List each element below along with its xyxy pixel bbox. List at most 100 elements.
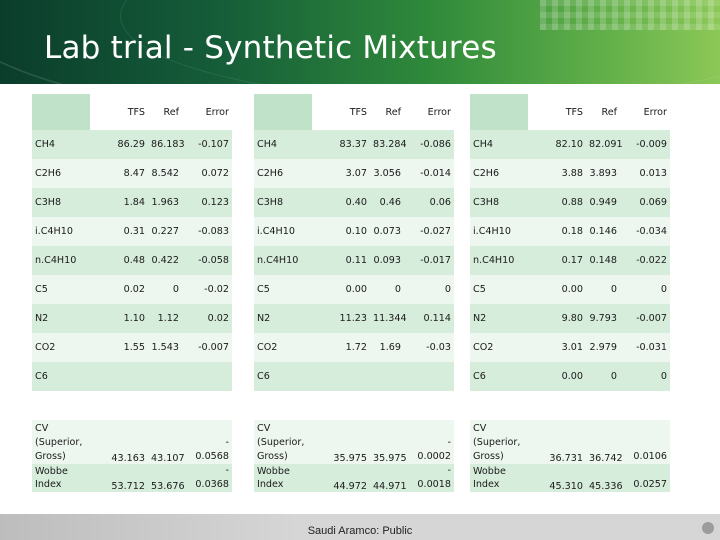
cv-row-tfs: 35.975 bbox=[312, 420, 370, 464]
ref-value bbox=[370, 362, 404, 391]
error-value: -0.034 bbox=[620, 217, 670, 246]
component-label: CH4 bbox=[32, 130, 90, 159]
ref-value: 11.344 bbox=[370, 304, 407, 333]
column-header-error: Error bbox=[404, 94, 454, 130]
cv-row-error: 0.0106 bbox=[620, 420, 670, 464]
component-label: C3H8 bbox=[32, 188, 90, 217]
table-row: C3H8 1.84 1.963 0.123 bbox=[32, 188, 232, 217]
ref-value: 1.543 bbox=[148, 333, 182, 362]
ref-value: 1.12 bbox=[148, 304, 182, 333]
error-value: 0.06 bbox=[404, 188, 454, 217]
ref-value: 1.69 bbox=[370, 333, 404, 362]
error-value: -0.086 bbox=[404, 130, 454, 159]
table-header-row: TFS Ref Error bbox=[32, 94, 232, 130]
tfs-value: 9.80 bbox=[528, 304, 586, 333]
table-row: n.C4H10 0.11 0.093 -0.017 bbox=[254, 246, 454, 275]
column-header-tfs: TFS bbox=[528, 94, 586, 130]
cv-row-ref: 43.107 bbox=[148, 420, 185, 464]
header-corner-cell bbox=[254, 94, 312, 130]
component-label: C5 bbox=[254, 275, 312, 304]
component-label: CO2 bbox=[254, 333, 312, 362]
title-banner: Lab trial - Synthetic Mixtures bbox=[0, 0, 720, 84]
tfs-value: 3.88 bbox=[528, 159, 586, 188]
wobbe-row-tfs: 53.712 bbox=[90, 464, 148, 492]
component-label: N2 bbox=[254, 304, 312, 333]
column-header-ref: Ref bbox=[586, 94, 620, 130]
column-header-ref: Ref bbox=[370, 94, 404, 130]
component-label: i.C4H10 bbox=[470, 217, 528, 246]
tfs-value: 0.18 bbox=[528, 217, 586, 246]
column-header-tfs: TFS bbox=[90, 94, 148, 130]
component-label: C2H6 bbox=[254, 159, 312, 188]
ref-value: 82.091 bbox=[586, 130, 623, 159]
component-label: N2 bbox=[470, 304, 528, 333]
tfs-value: 3.01 bbox=[528, 333, 586, 362]
component-label: N2 bbox=[32, 304, 90, 333]
component-label: C5 bbox=[32, 275, 90, 304]
error-value: 0 bbox=[620, 362, 670, 391]
error-value: 0.072 bbox=[182, 159, 232, 188]
tfs-value: 0.31 bbox=[90, 217, 148, 246]
error-value: 0.02 bbox=[182, 304, 232, 333]
wobbe-row-label: Wobbe Index bbox=[254, 464, 312, 492]
error-sign: - bbox=[225, 465, 229, 476]
table-row: CO2 1.72 1.69 -0.03 bbox=[254, 333, 454, 362]
cv-row-label: CV (Superior, Gross) bbox=[470, 420, 528, 464]
table-row: C6 0.00 0 0 bbox=[470, 362, 670, 391]
wobbe-row: Wobbe Index 53.712 53.676 - 0.0368 bbox=[32, 464, 232, 492]
ref-value: 0 bbox=[148, 275, 182, 304]
ref-value: 0.148 bbox=[586, 246, 620, 275]
column-header-tfs: TFS bbox=[312, 94, 370, 130]
table-row: CH4 83.37 83.284 -0.086 bbox=[254, 130, 454, 159]
tfs-value: 0.10 bbox=[312, 217, 370, 246]
tfs-value: 86.29 bbox=[90, 130, 148, 159]
component-label: C6 bbox=[32, 362, 90, 391]
error-magnitude: 0.0002 bbox=[417, 451, 451, 462]
column-header-error: Error bbox=[620, 94, 670, 130]
table-row: C5 0.02 0 -0.02 bbox=[32, 275, 232, 304]
tfs-value bbox=[90, 362, 148, 391]
banner-grid-decoration bbox=[540, 0, 720, 30]
wobbe-row-label: Wobbe Index bbox=[32, 464, 90, 492]
component-label: CO2 bbox=[32, 333, 90, 362]
wobbe-row: Wobbe Index 45.310 45.336 0.0257 bbox=[470, 464, 670, 492]
component-label: C6 bbox=[254, 362, 312, 391]
error-value: -0.058 bbox=[182, 246, 232, 275]
ref-value: 0.46 bbox=[370, 188, 404, 217]
wobbe-row-tfs: 45.310 bbox=[528, 464, 586, 492]
slide-title: Lab trial - Synthetic Mixtures bbox=[44, 30, 497, 66]
error-value: -0.031 bbox=[620, 333, 670, 362]
footer-dot-icon bbox=[702, 522, 714, 534]
tfs-value: 0.88 bbox=[528, 188, 586, 217]
table-row: N2 9.80 9.793 -0.007 bbox=[470, 304, 670, 333]
component-label: n.C4H10 bbox=[254, 246, 312, 275]
tfs-value: 1.55 bbox=[90, 333, 148, 362]
tfs-value: 8.47 bbox=[90, 159, 148, 188]
spacer-row bbox=[470, 391, 670, 420]
footer-classification: Saudi Aramco: Public bbox=[307, 525, 413, 537]
ref-value: 3.893 bbox=[586, 159, 620, 188]
cv-row: CV (Superior, Gross) 36.731 36.742 0.0106 bbox=[470, 420, 670, 464]
table-row: n.C4H10 0.17 0.148 -0.022 bbox=[470, 246, 670, 275]
ref-value bbox=[148, 362, 182, 391]
ref-value: 0 bbox=[370, 275, 404, 304]
cv-row: CV (Superior, Gross) 35.975 35.975-0.0002 bbox=[254, 420, 454, 464]
tfs-value: 0.00 bbox=[528, 275, 586, 304]
cv-row-ref: 35.975 bbox=[370, 420, 407, 464]
table-row: C5 0.00 0 0 bbox=[470, 275, 670, 304]
error-sign: - bbox=[447, 437, 451, 448]
ref-value: 86.183 bbox=[148, 130, 185, 159]
table-row: C3H8 0.40 0.46 0.06 bbox=[254, 188, 454, 217]
component-label: n.C4H10 bbox=[32, 246, 90, 275]
cv-row-tfs: 43.163 bbox=[90, 420, 148, 464]
table-row: C5 0.00 0 0 bbox=[254, 275, 454, 304]
ref-value: 0.093 bbox=[370, 246, 404, 275]
footer-bar: Saudi Aramco: Public bbox=[0, 514, 720, 540]
comparison-table-2: TFS Ref Error CH4 83.37 83.284 -0.086 C2H6 3.07 3… bbox=[254, 94, 454, 492]
spacer-row bbox=[254, 391, 454, 420]
error-magnitude: 0.0106 bbox=[633, 451, 667, 462]
error-magnitude: 0.0568 bbox=[195, 451, 229, 462]
ref-value: 1.963 bbox=[148, 188, 182, 217]
error-value: -0.022 bbox=[620, 246, 670, 275]
cv-row-label: CV (Superior, Gross) bbox=[254, 420, 312, 464]
